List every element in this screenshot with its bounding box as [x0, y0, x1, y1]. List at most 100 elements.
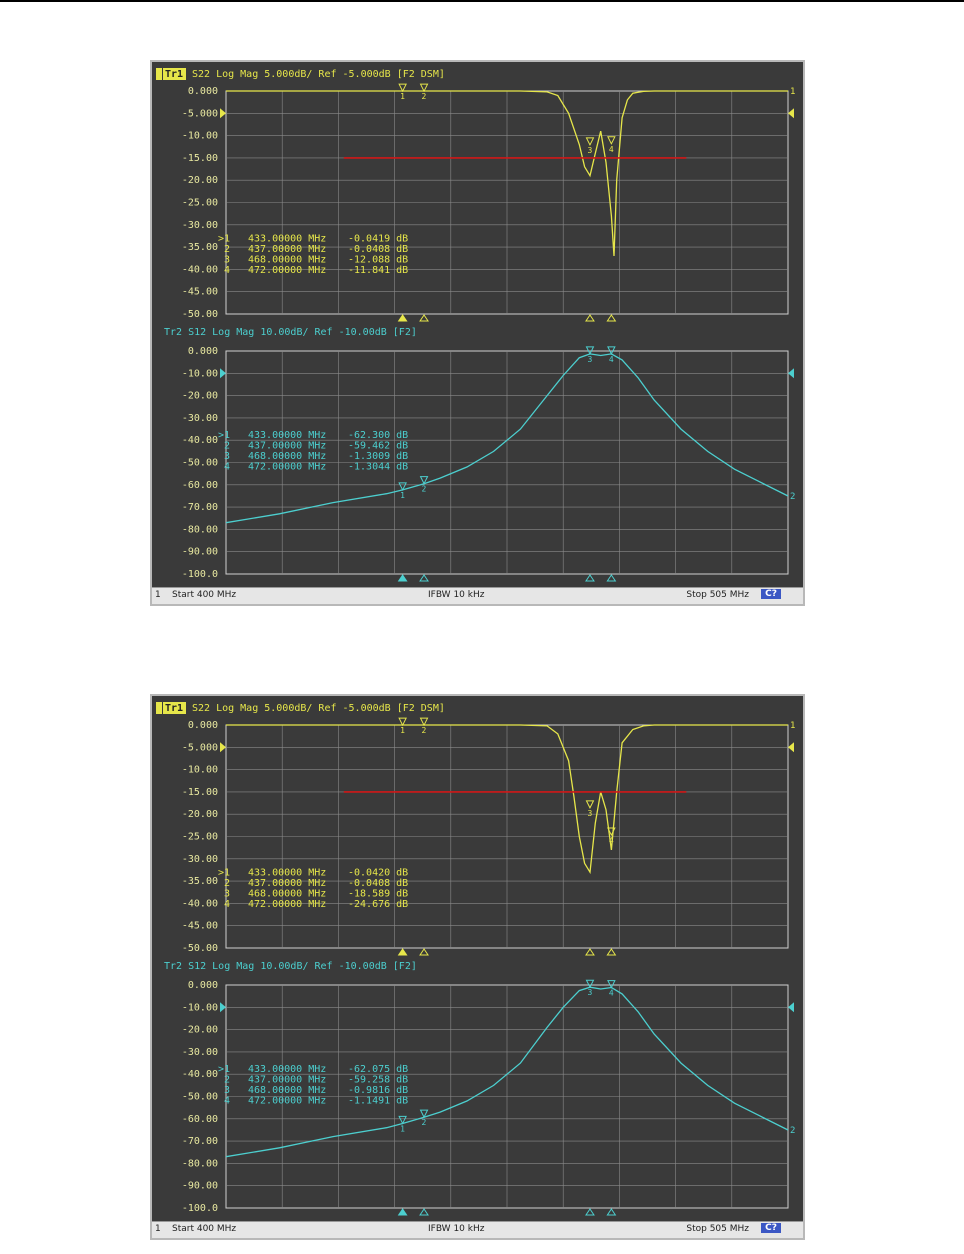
y-tick-label: -30.00	[182, 1047, 218, 1058]
ref-level-arrow-right	[788, 108, 794, 119]
active-trace-pointer	[156, 702, 162, 714]
marker-4-number: 4	[609, 145, 614, 154]
trace-badge: Tr1	[165, 69, 183, 80]
marker-table-number: 4	[224, 461, 230, 472]
y-tick-label: -90.00	[182, 547, 218, 558]
marker-4-triangle	[607, 346, 616, 356]
marker-4-triangle	[607, 827, 616, 837]
marker-table-value: -62.300 dB	[348, 430, 408, 441]
ifbw-setting[interactable]: IFBW 10 kHz	[428, 1224, 485, 1234]
y-tick-label: -70.00	[182, 502, 218, 513]
active-trace-pointer	[156, 68, 162, 80]
marker-table-value: -18.589 dB	[348, 889, 408, 900]
marker-table-frequency: 433.00000 MHz	[248, 234, 326, 245]
marker-1-triangle	[398, 717, 407, 727]
y-tick-label: -100.0	[182, 1203, 218, 1214]
y-tick-label: -100.0	[182, 569, 218, 580]
marker-table-value: -0.0408 dB	[348, 244, 408, 255]
y-tick-label: -20.00	[182, 1025, 218, 1036]
y-tick-label: -80.00	[182, 524, 218, 535]
marker-table-frequency: 433.00000 MHz	[248, 430, 326, 441]
active-marker-indicator: >	[218, 430, 224, 441]
active-marker-indicator: >	[218, 1064, 224, 1075]
marker-table-value: -12.088 dB	[348, 255, 408, 266]
trace-end-label: 2	[790, 1126, 795, 1136]
marker-4-number: 4	[609, 355, 614, 364]
marker-1-triangle	[398, 482, 407, 492]
marker-table-number: 4	[224, 1095, 230, 1106]
y-tick-label: -40.00	[182, 264, 218, 275]
marker-table-frequency: 437.00000 MHz	[248, 1074, 326, 1085]
marker-table-number: 4	[224, 265, 230, 276]
y-tick-label: -50.00	[182, 943, 218, 954]
panel-2: 0.000 -10.00 -20.00 -30.00 -40.00 -50.00 -60.0…	[164, 327, 795, 582]
y-tick-label: -5.000	[182, 108, 218, 119]
marker-table-number: 1	[224, 868, 230, 879]
marker-table-frequency: 472.00000 MHz	[248, 461, 326, 472]
y-tick-label: 0.000	[188, 980, 218, 991]
marker-table-value: -0.0408 dB	[348, 878, 408, 889]
y-tick-label: 0.000	[188, 346, 218, 357]
marker-2-axis-indicator	[419, 948, 429, 956]
y-tick-label: -35.00	[182, 242, 218, 253]
panel-1: 0.000 -5.000 -10.00 -15.00 -20.00 -25.00 -30.0…	[156, 68, 795, 322]
marker-table-value: -11.841 dB	[348, 265, 408, 276]
marker-table-number: 2	[224, 878, 230, 889]
y-tick-label: -50.00	[182, 309, 218, 320]
marker-1-number: 1	[400, 726, 405, 735]
marker-table-number: 2	[224, 244, 230, 255]
marker-3-number: 3	[587, 355, 592, 364]
ifbw-setting[interactable]: IFBW 10 kHz	[428, 590, 485, 600]
marker-table-frequency: 437.00000 MHz	[248, 878, 326, 889]
stop-frequency[interactable]: Stop 505 MHz	[686, 590, 749, 600]
ref-level-arrow-left	[220, 1002, 226, 1013]
ref-level-arrow-left	[220, 108, 226, 119]
marker-3-axis-indicator	[585, 948, 595, 956]
start-frequency[interactable]: Start 400 MHz	[172, 1224, 237, 1234]
trace-header: Tr2 S12 Log Mag 10.00dB/ Ref -10.00dB [F…	[164, 961, 417, 972]
marker-3-triangle	[585, 346, 595, 356]
y-tick-label: -40.00	[182, 435, 218, 446]
y-tick-label: -30.00	[182, 854, 218, 865]
y-tick-label: -60.00	[182, 1114, 218, 1125]
marker-1-triangle	[398, 1115, 407, 1125]
start-frequency[interactable]: Start 400 MHz	[172, 590, 237, 600]
trace-line-s22	[226, 724, 788, 875]
marker-1-number: 1	[400, 92, 405, 101]
marker-2-triangle	[419, 476, 429, 485]
channel-number: 1	[155, 590, 161, 600]
marker-1-axis-indicator	[397, 1208, 408, 1216]
y-tick-label: -45.00	[182, 921, 218, 932]
marker-1-axis-indicator	[397, 574, 408, 582]
y-tick-label: -45.00	[182, 287, 218, 298]
marker-1-triangle	[398, 83, 407, 93]
stop-frequency[interactable]: Stop 505 MHz	[686, 1224, 749, 1234]
marker-table-frequency: 468.00000 MHz	[248, 255, 326, 266]
marker-table-value: -59.462 dB	[348, 440, 408, 451]
marker-3-triangle	[585, 137, 595, 147]
marker-3-axis-indicator	[585, 314, 595, 322]
y-tick-label: -50.00	[182, 458, 218, 469]
marker-2-axis-indicator	[419, 574, 429, 582]
marker-3-axis-indicator	[585, 574, 595, 582]
marker-2-triangle	[419, 1109, 429, 1119]
marker-1-number: 1	[400, 491, 405, 500]
marker-table-number: 3	[224, 889, 230, 900]
marker-3-number: 3	[587, 809, 592, 818]
marker-3-triangle	[585, 979, 595, 989]
marker-table-frequency: 468.00000 MHz	[248, 889, 326, 900]
marker-table-frequency: 468.00000 MHz	[248, 451, 326, 462]
marker-2-number: 2	[422, 485, 427, 494]
calibration-status-badge[interactable]: C?	[761, 1223, 781, 1233]
trace-line-s12	[225, 353, 789, 524]
channel-number: 1	[155, 1224, 161, 1234]
calibration-status-badge[interactable]: C?	[761, 589, 781, 599]
marker-table-number: 1	[224, 430, 230, 441]
y-tick-label: -35.00	[182, 876, 218, 887]
marker-4-triangle	[607, 980, 616, 989]
trace-end-label: 1	[790, 87, 795, 97]
marker-table-number: 3	[224, 451, 230, 462]
y-tick-label: 0.000	[188, 86, 218, 97]
trace-header: S22 Log Mag 5.000dB/ Ref -5.000dB [F2 DS…	[192, 703, 445, 714]
y-tick-label: -60.00	[182, 480, 218, 491]
